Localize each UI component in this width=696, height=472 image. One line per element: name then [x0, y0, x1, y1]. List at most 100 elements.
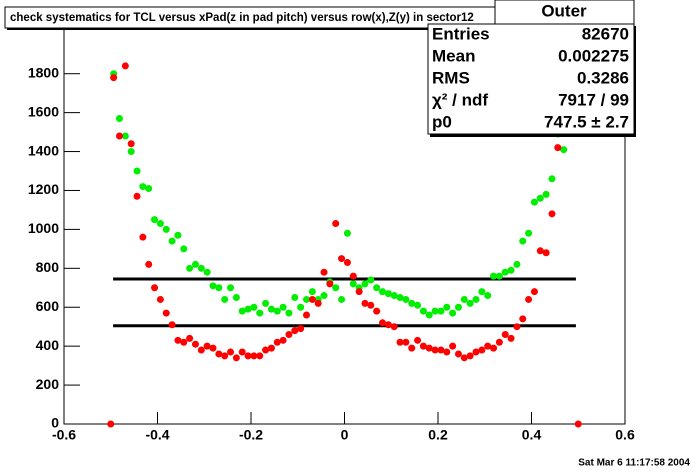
point	[115, 114, 123, 122]
point	[443, 348, 451, 356]
point	[419, 342, 427, 350]
stats-title: Outer	[541, 1, 587, 20]
point	[384, 321, 392, 329]
point	[209, 282, 217, 290]
point	[302, 311, 310, 319]
point	[367, 276, 375, 284]
point	[107, 420, 115, 428]
point	[490, 344, 498, 352]
point	[449, 342, 457, 350]
point	[256, 309, 264, 317]
point	[314, 299, 322, 307]
point	[250, 352, 258, 360]
point	[291, 327, 299, 335]
date-stamp: Sat Mar 6 11:17:58 2004	[578, 458, 690, 469]
point	[244, 352, 252, 360]
point	[186, 334, 194, 342]
point	[227, 284, 235, 292]
stats-value: 0.3286	[577, 68, 629, 87]
x-tick-label: 0.2	[428, 427, 448, 443]
point	[373, 307, 381, 315]
point	[548, 175, 556, 183]
point	[513, 323, 521, 331]
point	[162, 309, 170, 317]
stats-label: p0	[432, 112, 452, 131]
point	[232, 354, 240, 362]
point	[525, 229, 533, 237]
point	[431, 307, 439, 315]
point	[478, 346, 486, 354]
point	[338, 255, 346, 263]
point	[267, 344, 275, 352]
point	[379, 288, 387, 296]
x-tick-label: 0.6	[615, 427, 635, 443]
point	[297, 303, 305, 311]
point	[291, 294, 299, 302]
point	[414, 336, 422, 344]
point	[285, 330, 293, 338]
y-tick-label: 800	[36, 259, 60, 275]
point	[215, 350, 223, 358]
point	[162, 225, 170, 233]
point	[478, 288, 486, 296]
point	[156, 220, 164, 228]
point	[390, 323, 398, 331]
point	[490, 272, 498, 280]
point	[379, 319, 387, 327]
point	[191, 340, 199, 348]
point	[302, 295, 310, 303]
point	[180, 338, 188, 346]
point	[408, 344, 416, 352]
point	[326, 280, 334, 288]
stats-value: 747.5 ± 2.7	[544, 112, 629, 131]
point	[525, 295, 533, 303]
point	[472, 295, 480, 303]
point	[121, 62, 129, 70]
stats-header	[494, 0, 635, 25]
y-tick-label: 1200	[28, 181, 59, 197]
point	[408, 299, 416, 307]
y-tick-label: 400	[36, 337, 60, 353]
point	[256, 352, 264, 360]
point	[238, 307, 246, 315]
point	[542, 249, 550, 257]
point	[484, 292, 492, 300]
point	[443, 303, 451, 311]
point	[384, 290, 392, 298]
x-tick-label: -0.4	[145, 427, 169, 443]
point	[115, 132, 123, 140]
point	[501, 268, 509, 276]
point	[250, 303, 258, 311]
point	[484, 342, 492, 350]
stats-value: 7917 / 99	[558, 90, 629, 109]
point	[279, 336, 287, 344]
point	[145, 185, 153, 193]
point	[273, 307, 281, 315]
point	[574, 420, 582, 428]
point	[390, 292, 398, 300]
point	[560, 146, 568, 154]
point	[425, 311, 433, 319]
point	[133, 192, 141, 200]
point	[513, 260, 521, 268]
point	[197, 346, 205, 354]
point	[156, 295, 164, 303]
point	[396, 338, 404, 346]
point	[343, 258, 351, 266]
point	[139, 183, 147, 191]
x-tick-label: -0.6	[52, 427, 76, 443]
point	[151, 216, 159, 224]
point	[133, 167, 141, 175]
stats-value: 0.002275	[558, 46, 629, 65]
point	[110, 74, 118, 82]
point	[262, 346, 270, 354]
point	[285, 309, 293, 317]
point	[361, 280, 369, 288]
point	[536, 247, 544, 255]
point	[221, 295, 229, 303]
point	[466, 299, 474, 307]
point	[501, 330, 509, 338]
point	[151, 284, 159, 292]
stats-box	[427, 23, 635, 135]
point	[338, 295, 346, 303]
